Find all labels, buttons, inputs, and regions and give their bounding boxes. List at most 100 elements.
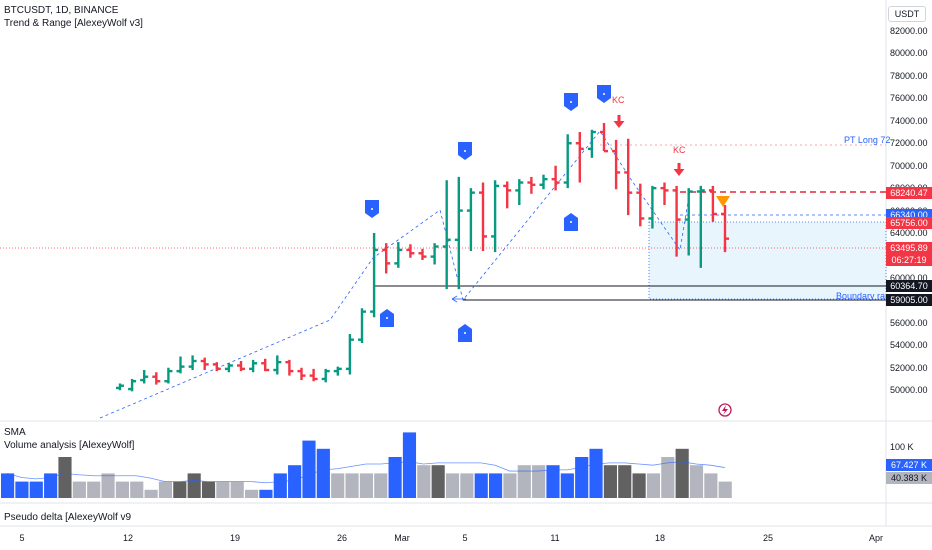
candle-bar[interactable] (406, 244, 415, 258)
volume-bar[interactable] (388, 457, 402, 498)
candle-bar[interactable] (600, 123, 608, 153)
candle-bar[interactable] (152, 372, 161, 385)
candle-bar[interactable] (708, 185, 717, 222)
volume-bar[interactable] (718, 481, 732, 498)
candle-bar[interactable] (261, 358, 270, 372)
delta-title[interactable]: Pseudo delta [AlexeyWolf v9 (4, 512, 132, 523)
volume-bar[interactable] (331, 473, 345, 498)
volume-bar[interactable] (704, 473, 718, 498)
candle-bar[interactable] (636, 183, 645, 227)
volume-bar[interactable] (115, 481, 129, 498)
currency-button[interactable]: USDT (888, 6, 926, 22)
candle-bar[interactable] (237, 361, 245, 372)
candle-bar[interactable] (612, 139, 621, 190)
volume-bar[interactable] (58, 457, 72, 498)
candle-bar[interactable] (200, 357, 209, 370)
indicator-line[interactable]: Trend & Range [AlexeyWolf v3] (4, 18, 143, 29)
range-box[interactable] (648, 221, 887, 300)
volume-bar[interactable] (187, 473, 201, 498)
volume-bar[interactable] (201, 481, 216, 498)
volume-bar[interactable] (589, 448, 603, 498)
volume-bar[interactable] (130, 481, 144, 498)
candle-bar[interactable] (527, 176, 536, 194)
volume-bar[interactable] (273, 473, 287, 498)
volume-bar[interactable] (517, 465, 531, 498)
volume-bar[interactable] (560, 473, 574, 498)
volume-bar[interactable] (302, 440, 316, 498)
volume-bar[interactable] (489, 473, 503, 498)
candle-bar[interactable] (442, 180, 451, 290)
candle-bar[interactable] (358, 308, 366, 344)
volume-bar[interactable] (359, 473, 373, 498)
volume-bar[interactable] (474, 473, 488, 498)
candle-bar[interactable] (116, 383, 124, 391)
candle-bar[interactable] (430, 243, 439, 265)
candle-bar[interactable] (140, 369, 149, 384)
candle-bar[interactable] (587, 129, 596, 158)
sma-label[interactable]: SMA (4, 427, 26, 438)
volume-bar[interactable] (15, 481, 29, 498)
volume-bar[interactable] (632, 473, 646, 498)
candle-bar[interactable] (224, 363, 233, 373)
volume-bar[interactable] (503, 473, 517, 498)
volume-bar[interactable] (689, 465, 704, 498)
candle-bar[interactable] (382, 243, 391, 274)
volume-bar[interactable] (101, 473, 115, 498)
volume-bar[interactable] (675, 448, 689, 498)
volume-bar[interactable] (144, 489, 158, 498)
candle-bar[interactable] (660, 182, 669, 205)
sell-arrow-icon[interactable] (673, 163, 685, 176)
sell-arrow-icon[interactable] (613, 115, 625, 128)
candle-bar[interactable] (212, 362, 221, 372)
volume-bar[interactable] (158, 481, 173, 498)
candle-bar[interactable] (285, 359, 294, 376)
volume-bar[interactable] (661, 457, 675, 498)
volume-bar[interactable] (546, 465, 560, 498)
volume-bar[interactable] (417, 465, 431, 498)
candle-bar[interactable] (466, 188, 475, 252)
candle-bar[interactable] (321, 368, 330, 383)
candle-bar[interactable] (454, 176, 463, 290)
volume-bar[interactable] (316, 448, 330, 498)
volume-bar[interactable] (1, 473, 15, 498)
volume-bar[interactable] (288, 465, 302, 498)
volume-bar[interactable] (216, 481, 230, 498)
candle-bar[interactable] (684, 188, 693, 256)
volume-bar[interactable] (374, 473, 388, 498)
candle-bar[interactable] (721, 204, 729, 253)
candle-bars[interactable] (116, 123, 729, 392)
volume-bar[interactable] (44, 473, 58, 498)
candle-bar[interactable] (503, 181, 512, 209)
candle-bar[interactable] (333, 366, 342, 376)
volume-bars[interactable] (1, 432, 732, 498)
candle-bar[interactable] (539, 174, 548, 190)
signal-markers[interactable] (365, 85, 685, 342)
candle-bar[interactable] (418, 248, 427, 260)
candle-bar[interactable] (696, 185, 705, 268)
volume-bar[interactable] (460, 473, 474, 498)
volume-bar[interactable] (532, 465, 546, 498)
volume-bar[interactable] (445, 473, 460, 498)
volume-bar[interactable] (173, 481, 187, 498)
volume-title[interactable]: Volume analysis [AlexeyWolf] (4, 440, 135, 451)
flash-icon[interactable] (718, 403, 732, 417)
volume-bar[interactable] (646, 473, 661, 498)
candle-bar[interactable] (563, 134, 572, 189)
candle-bar[interactable] (491, 180, 500, 253)
candle-bar[interactable] (297, 367, 306, 381)
volume-bar[interactable] (72, 481, 86, 498)
volume-bar[interactable] (402, 432, 417, 498)
candle-bar[interactable] (309, 368, 318, 382)
volume-bar[interactable] (230, 481, 244, 498)
candle-bar[interactable] (672, 185, 681, 257)
volume-bar[interactable] (245, 489, 259, 498)
volume-bar[interactable] (575, 457, 589, 498)
volume-bar[interactable] (618, 465, 632, 498)
volume-bar[interactable] (29, 481, 43, 498)
orange-triangle-icon[interactable] (716, 196, 730, 207)
candle-bar[interactable] (370, 233, 379, 318)
candle-bar[interactable] (479, 182, 487, 252)
candle-bar[interactable] (624, 138, 633, 216)
candle-bar[interactable] (164, 367, 173, 384)
